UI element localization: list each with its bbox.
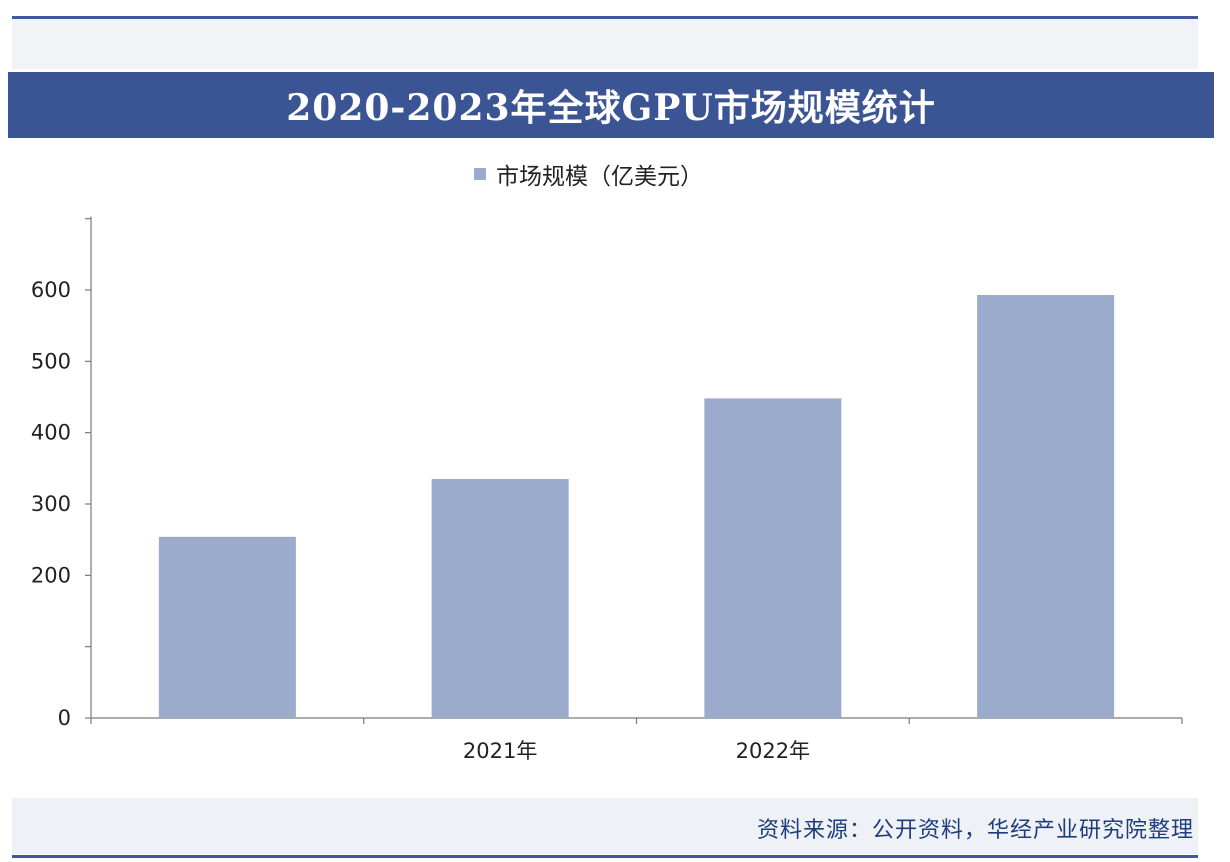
bar — [977, 294, 1115, 718]
bar — [704, 398, 842, 718]
y-tick-label: 200 — [31, 563, 71, 587]
x-tick-label: 2021年 — [463, 739, 537, 763]
bar-chart: 0 200 300 400 500 600 2021年 2022年 — [31, 216, 1183, 763]
top-strip — [12, 19, 1198, 69]
legend-swatch — [474, 168, 486, 180]
bar — [431, 479, 569, 718]
source-note: 资料来源：公开资料，华经产业研究院整理 — [756, 818, 1194, 843]
y-tick-label: 500 — [31, 349, 71, 373]
x-tick-label: 2022年 — [736, 739, 810, 763]
chart-title: 2020-2023年全球GPU市场规模统计 — [286, 87, 936, 129]
y-tick-label: 400 — [31, 421, 71, 445]
top-rule — [12, 16, 1198, 19]
y-tick-label: 600 — [31, 278, 71, 302]
y-tick-label: 300 — [31, 492, 71, 516]
legend: 市场规模（亿美元） — [474, 157, 703, 191]
legend-label: 市场规模（亿美元） — [496, 164, 703, 190]
y-tick-label: 0 — [58, 706, 71, 730]
bar — [158, 536, 296, 718]
footer-band — [12, 798, 1198, 854]
bottom-rule — [12, 855, 1198, 858]
title-bar: 2020-2023年全球GPU市场规模统计 — [8, 72, 1214, 138]
